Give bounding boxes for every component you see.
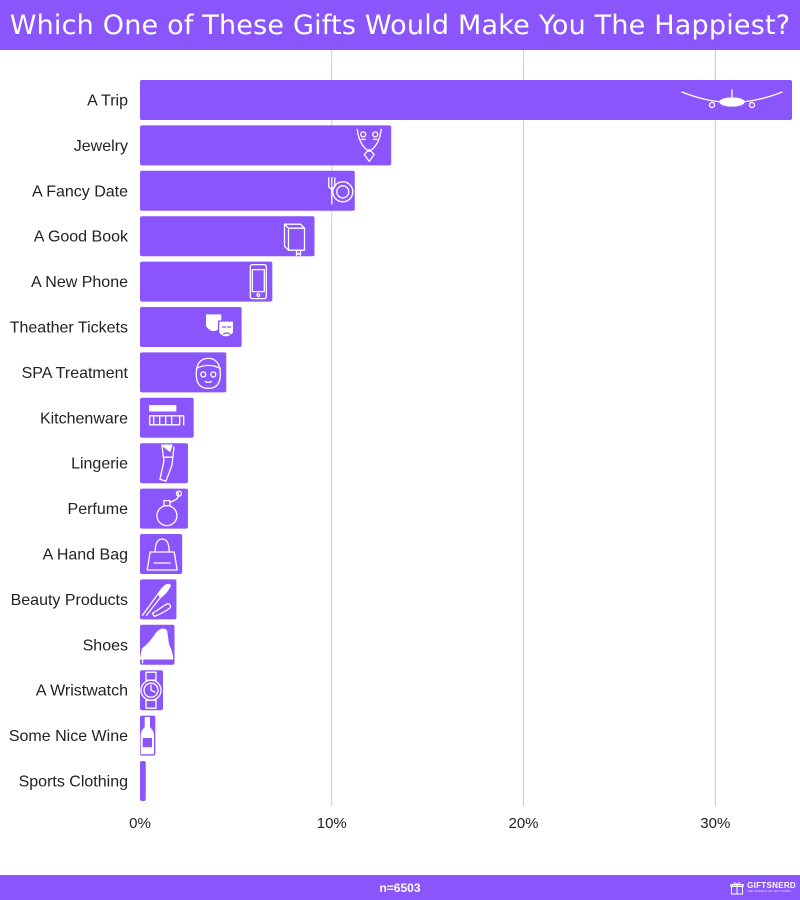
bar-a-good-book: [140, 216, 315, 257]
sample-size-label: n=6503: [379, 880, 421, 895]
title-banner: Which One of These Gifts Would Make You …: [0, 0, 800, 50]
category-label: A Hand Bag: [43, 547, 128, 564]
category-label: Jewelry: [74, 138, 128, 155]
bar-jewelry: [140, 125, 392, 166]
category-label: A Fancy Date: [32, 183, 128, 200]
chart-area: 0% 10% 20% 30% A Trip Jewelry A Fancy Date A Go…: [0, 50, 800, 875]
category-label: Shoes: [83, 637, 128, 654]
spa-face-icon: [195, 357, 221, 390]
phone-icon: [249, 263, 267, 300]
chart-title: Which One of These Gifts Would Make You …: [9, 9, 791, 41]
category-label: A Wristwatch: [36, 683, 128, 700]
bar-a-hand-bag: [140, 534, 183, 574]
category-label: SPA Treatment: [22, 365, 129, 382]
jewelry-icon: [356, 128, 382, 163]
kitchenware-icon: [149, 405, 185, 426]
logo-tagline: THE SCIENCE OF GIFT GIVING: [747, 889, 792, 893]
dining-icon: [328, 177, 354, 205]
book-icon: [283, 223, 306, 256]
logo-words: GIFTSNERD THE SCIENCE OF GIFT GIVING: [747, 882, 796, 893]
category-label: Kitchenware: [40, 410, 128, 427]
wristwatch-icon: [140, 671, 162, 709]
makeup-brush-icon: [141, 583, 172, 618]
wine-bottle-icon: [140, 716, 154, 755]
bar-a-trip: [140, 80, 792, 120]
category-label: Lingerie: [71, 456, 128, 473]
brand-logo: GIFTSNERD THE SCIENCE OF GIFT GIVING: [730, 878, 796, 897]
high-heel-icon: [139, 628, 174, 664]
bar-spa-treatment: [140, 352, 227, 393]
bar-kitchenware: [140, 397, 194, 438]
x-tick-label: 30%: [700, 815, 730, 832]
bar-a-fancy-date: [140, 170, 355, 211]
category-label: A Good Book: [34, 229, 129, 246]
x-tick-label: 10%: [317, 815, 347, 832]
perfume-icon: [156, 490, 183, 527]
category-label: Sports Clothing: [19, 774, 128, 791]
handbag-icon: [146, 538, 178, 571]
logo-text: GIFTSNERD: [747, 881, 796, 890]
category-label: A New Phone: [31, 274, 128, 291]
bar-sports-clothing: [140, 761, 146, 801]
lingerie-icon: [159, 444, 175, 482]
gift-box-icon: [730, 881, 744, 894]
category-label: Theather Tickets: [10, 320, 128, 337]
category-label: Perfume: [68, 501, 129, 518]
x-tick-label: 0%: [129, 815, 151, 832]
theater-masks-icon: [205, 314, 235, 338]
x-tick-label: 20%: [509, 815, 539, 832]
category-label: Some Nice Wine: [9, 728, 128, 745]
footer-banner: n=6503 GIFTSNERD THE SCIENCE OF GIFT GIV…: [0, 875, 800, 900]
category-label: Beauty Products: [11, 592, 128, 609]
airplane-icon: [681, 89, 783, 109]
bar-chart: 0% 10% 20% 30% A Trip Jewelry A Fancy Date A Go…: [9, 50, 792, 832]
category-label: A Trip: [87, 93, 128, 110]
bar-a-new-phone: [140, 261, 273, 302]
